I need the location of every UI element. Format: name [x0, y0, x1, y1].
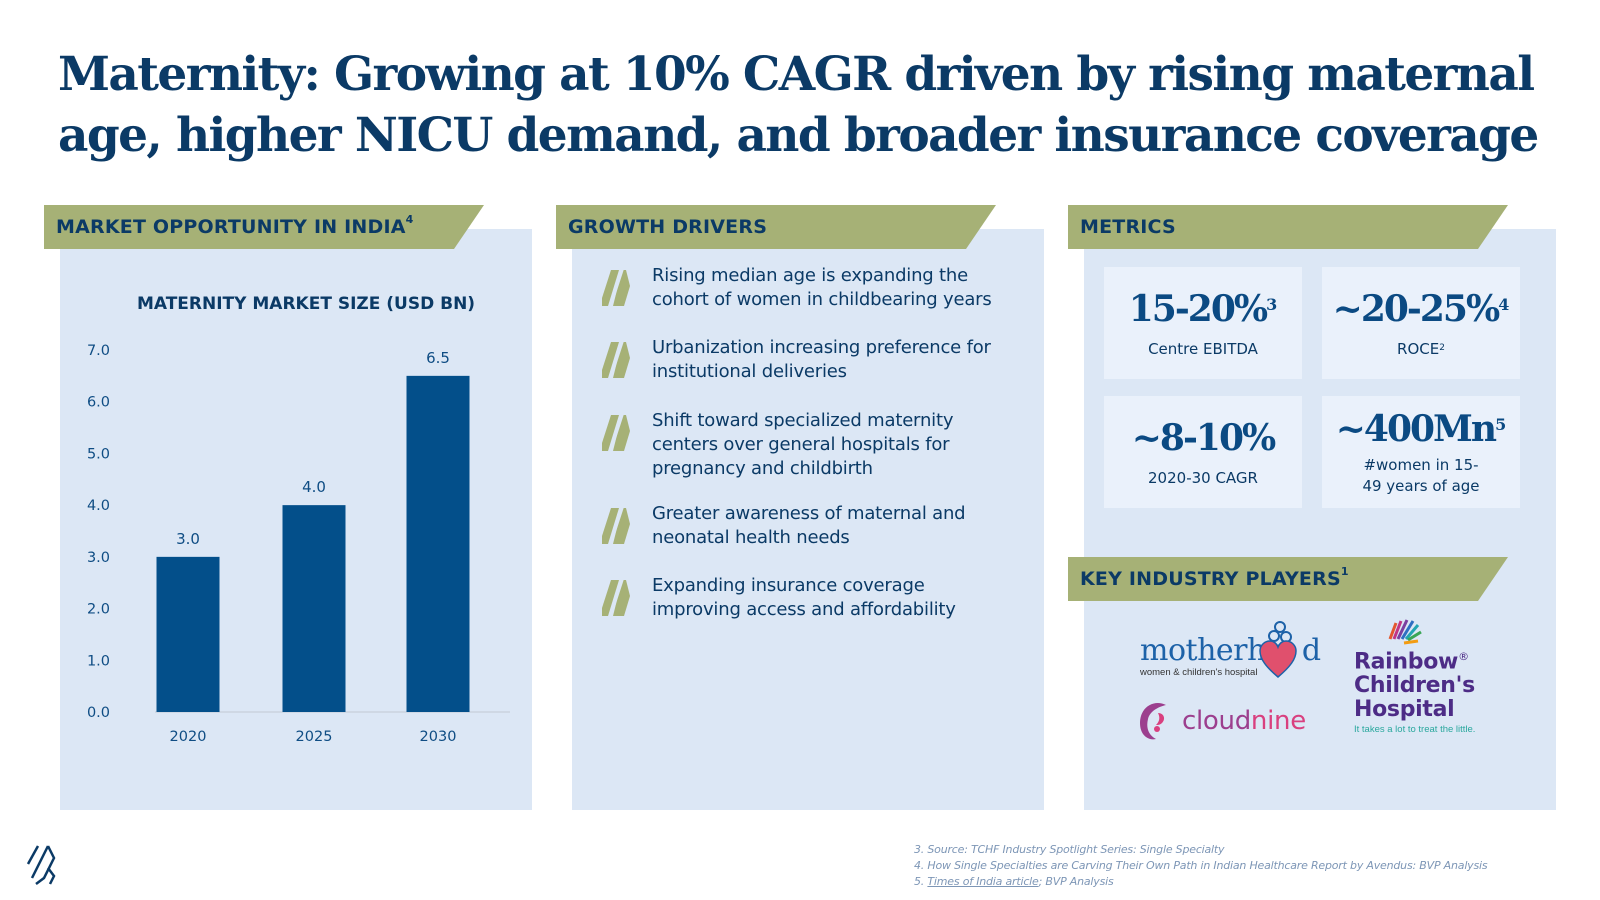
motherhood-wordmark: motherh d [1140, 633, 1321, 668]
metrics-panel: 15-20%3 Centre EBITDA ~20-25%4 ROCE2 ~8-10% 2… [1084, 229, 1556, 810]
y-tick-label: 3.0 [87, 550, 110, 566]
brand-logo-icon [26, 845, 56, 885]
players-banner: KEY INDUSTRY PLAYERS1 [1068, 557, 1508, 601]
market-panel: MATERNITY MARKET SIZE (USD BN) 0.0 1.0 2.0… [60, 229, 532, 810]
driver-text: Shift toward specialized maternity cente… [652, 410, 954, 479]
metric-value: 15-20%3 [1128, 287, 1278, 330]
driver-text: Greater awareness of maternal and neonat… [652, 503, 966, 548]
bar-2020 [156, 556, 220, 712]
driver-text: Expanding insurance coverage improving a… [652, 575, 956, 620]
slash-bullet-icon [602, 578, 630, 618]
data-label: 6.5 [426, 349, 450, 367]
y-tick-label: 7.0 [87, 343, 110, 359]
metrics-banner-label: METRICS [1080, 216, 1176, 238]
metrics-banner: METRICS [1068, 205, 1508, 249]
y-tick-label: 4.0 [87, 498, 110, 514]
metric-card: ~8-10% 2020-30 CAGR [1104, 396, 1302, 508]
cloudnine-mark-icon [1140, 703, 1166, 740]
driver-item: Expanding insurance coverage improving a… [602, 574, 1012, 622]
y-tick-label: 1.0 [87, 653, 110, 669]
bar-2030 [406, 375, 470, 712]
metric-card: ~20-25%4 ROCE2 [1322, 267, 1520, 379]
bar-2025 [282, 505, 346, 712]
drivers-banner-label: GROWTH DRIVERS [568, 216, 768, 238]
metric-card: 15-20%3 Centre EBITDA [1104, 267, 1302, 379]
slash-bullet-icon [602, 413, 630, 453]
metric-label: Centre EBITDA [1148, 339, 1258, 358]
footnote-3: 3. Source: TCHF Industry Spotlight Serie… [914, 843, 1225, 856]
motherhood-subtitle: women & children's hospital [1140, 667, 1258, 678]
x-tick-label: 2020 [170, 729, 207, 745]
data-label: 3.0 [176, 530, 200, 548]
page-title: Maternity: Growing at 10% CAGR driven by… [58, 47, 1539, 163]
footnote-4: 4. How Single Specialties are Carving Th… [914, 859, 1488, 872]
y-tick-label: 5.0 [87, 446, 110, 462]
metric-value: ~400Mn5 [1335, 408, 1507, 450]
market-banner-label: MARKET OPPORTUNITY IN INDIA4 [56, 213, 414, 238]
chart-title: MATERNITY MARKET SIZE (USD BN) [137, 294, 475, 314]
x-tick-label: 2025 [296, 729, 333, 745]
metric-value: ~8-10% [1131, 416, 1276, 459]
metric-value: ~20-25%4 [1332, 287, 1510, 330]
metric-label: 2020-30 CAGR [1148, 468, 1258, 487]
metric-label: ROCE2 [1397, 339, 1445, 358]
drivers-banner: GROWTH DRIVERS [556, 205, 996, 249]
slash-bullet-icon [602, 268, 630, 308]
y-tick-label: 2.0 [87, 602, 110, 618]
footnote-5: 5. Times of India article; BVP Analysis [914, 875, 1114, 888]
cloudnine-logo: cloudnine [1136, 699, 1306, 743]
cloudnine-wordmark: cloudnine [1182, 706, 1306, 736]
footnotes: 3. Source: TCHF Industry Spotlight Serie… [914, 842, 1488, 890]
rainbow-tagline: It takes a lot to treat the little. [1354, 724, 1476, 736]
slash-bullet-icon [602, 506, 630, 546]
market-size-chart: MATERNITY MARKET SIZE (USD BN) 0.0 1.0 2.0… [87, 294, 510, 745]
driver-item: Greater awareness of maternal and neonat… [602, 502, 1012, 550]
y-tick-label: 0.0 [87, 705, 110, 721]
heart-icon [1259, 621, 1297, 678]
driver-item: Shift toward specialized maternity cente… [602, 409, 1012, 481]
bar-group [156, 375, 470, 712]
metric-card: ~400Mn5 #women in 15-49 years of age [1322, 396, 1520, 508]
metric-label: #women in 15-49 years of age [1362, 456, 1480, 495]
market-banner: MARKET OPPORTUNITY IN INDIA4 [44, 205, 484, 249]
driver-text: Urbanization increasing preference for i… [652, 337, 991, 382]
x-tick-label: 2030 [420, 729, 457, 745]
drivers-panel: Rising median age is expanding the cohor… [572, 229, 1044, 810]
driver-item: Urbanization increasing preference for i… [602, 336, 1012, 384]
players-banner-label: KEY INDUSTRY PLAYERS1 [1080, 565, 1349, 590]
y-axis: 0.0 1.0 2.0 3.0 4.0 5.0 6.0 7.0 [87, 343, 110, 721]
rainbow-fan-icon [1388, 619, 1422, 645]
motherhood-logo: motherh d women & children's hospital [1140, 621, 1321, 678]
driver-text: Rising median age is expanding the cohor… [652, 265, 992, 310]
data-label: 4.0 [302, 478, 326, 496]
driver-item: Rising median age is expanding the cohor… [602, 264, 1012, 312]
data-labels: 3.0 4.0 6.5 [176, 349, 450, 548]
y-tick-label: 6.0 [87, 395, 110, 411]
rainbow-wordmark: Rainbow® Children's Hospital [1354, 649, 1475, 723]
times-of-india-link[interactable]: Times of India article [927, 875, 1039, 888]
slash-bullet-icon [602, 340, 630, 380]
x-axis: 2020 2025 2030 [170, 729, 457, 745]
rainbow-logo: Rainbow® Children's Hospital It takes a … [1354, 617, 1475, 736]
